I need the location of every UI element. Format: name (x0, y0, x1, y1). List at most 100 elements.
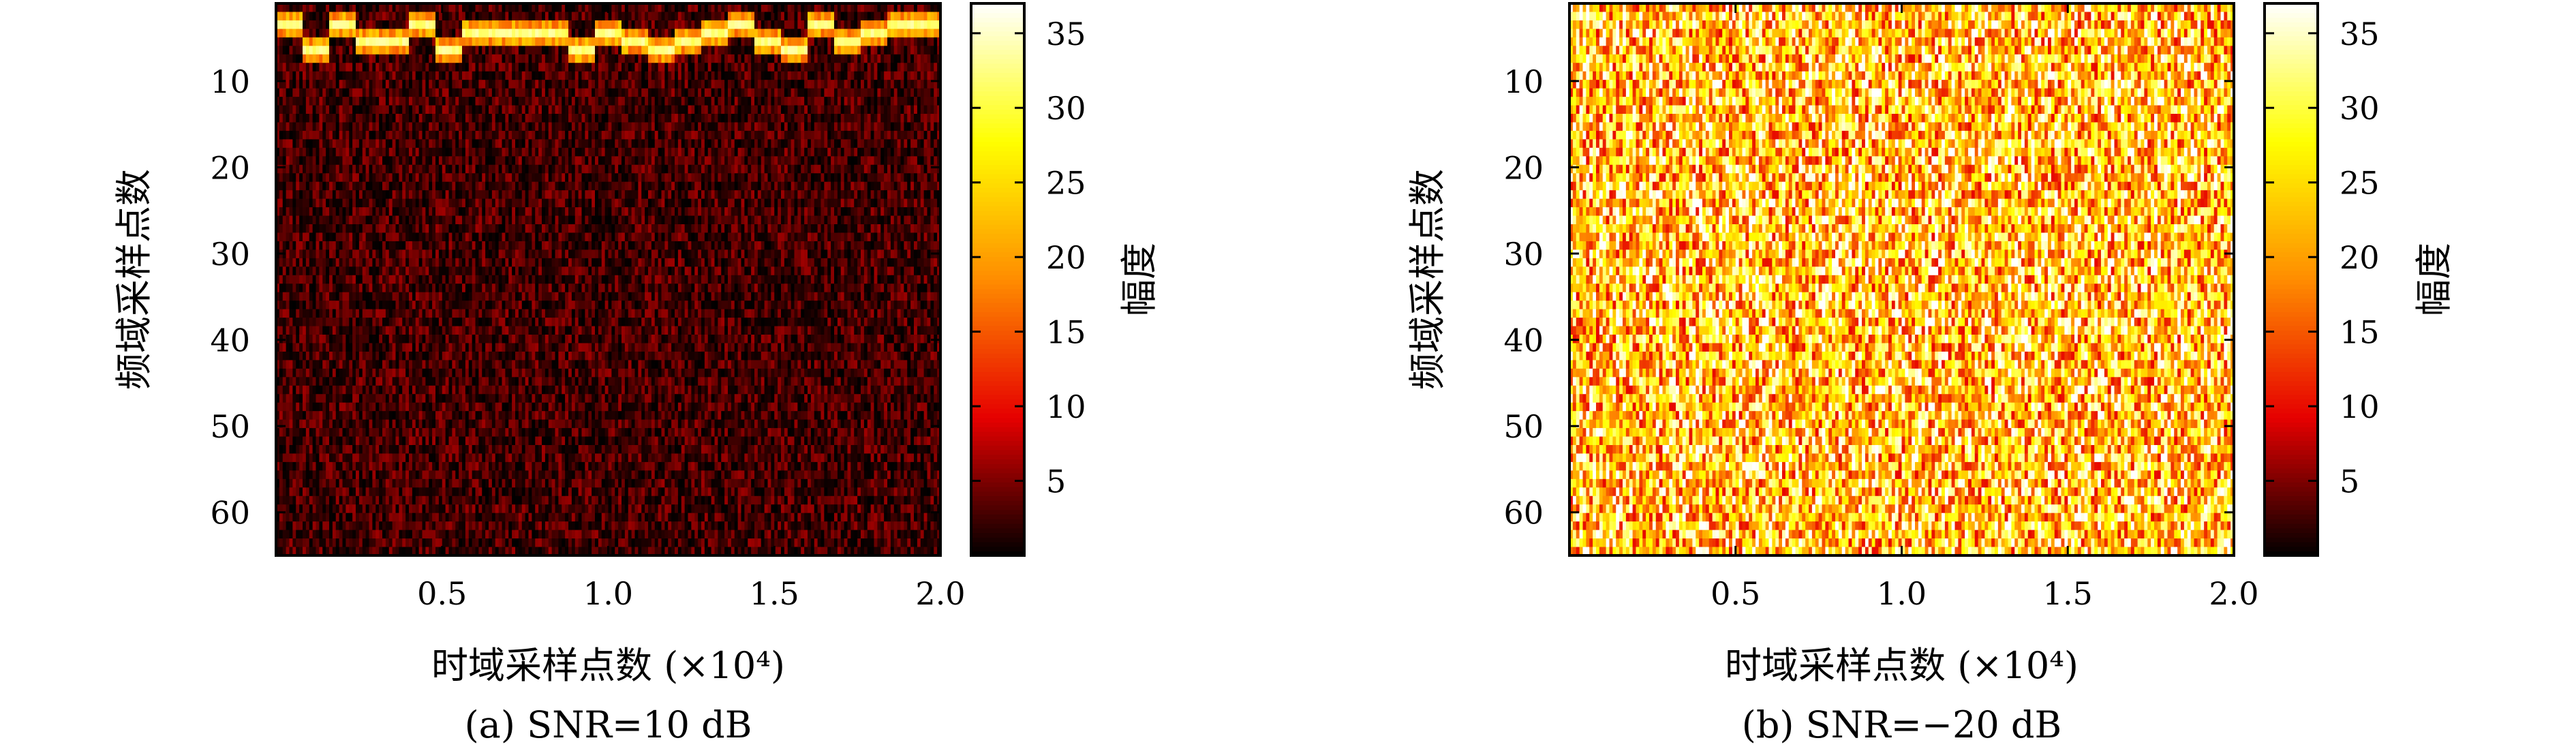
heatmap-cell (415, 394, 420, 403)
heatmap-cell (482, 258, 486, 267)
heatmap-cell (352, 495, 356, 505)
heatmap-cell (485, 139, 489, 149)
heatmap-cell (505, 292, 509, 301)
heatmap-cell (279, 530, 283, 539)
heatmap-cell (362, 301, 367, 310)
heatmap-cell (286, 164, 290, 174)
heatmap-cell (312, 318, 317, 327)
heatmap-cell (448, 275, 453, 284)
heatmap-cell (316, 275, 320, 284)
heatmap-cell (362, 114, 367, 123)
heatmap-cell (521, 215, 526, 225)
heatmap-cell (362, 266, 367, 276)
heatmap-cell (346, 445, 350, 455)
heatmap-cell (362, 190, 367, 200)
heatmap-cell (309, 453, 313, 463)
heatmap-cell (329, 360, 333, 369)
heatmap-cell (342, 3, 346, 13)
heatmap-cell (462, 156, 466, 166)
heatmap-cell (388, 436, 393, 446)
heatmap-cell (521, 20, 526, 29)
heatmap-cell (322, 181, 326, 191)
heatmap-cell (282, 63, 287, 72)
heatmap-cell (502, 156, 506, 166)
heatmap-cell (521, 241, 526, 250)
heatmap-cell (385, 487, 390, 497)
heatmap-cell (502, 215, 506, 225)
heatmap-cell (462, 326, 466, 335)
heatmap-cell (528, 284, 532, 293)
heatmap-cell (445, 46, 450, 55)
heatmap-cell (322, 3, 326, 13)
heatmap-cell (435, 284, 440, 293)
heatmap-cell (286, 335, 290, 344)
heatmap-cell (329, 12, 333, 21)
heatmap-cell (326, 326, 330, 335)
heatmap-cell (305, 258, 310, 267)
heatmap-cell (475, 318, 479, 327)
heatmap-cell (502, 207, 506, 217)
heatmap-cell (482, 275, 486, 284)
heatmap-cell (465, 318, 470, 327)
heatmap-cell (442, 147, 446, 157)
heatmap-cell (399, 215, 403, 225)
heatmap-cell (379, 80, 383, 89)
heatmap-cell (299, 377, 303, 386)
heatmap-cell (276, 301, 280, 310)
heatmap-cell (329, 266, 333, 276)
heatmap-cell (369, 63, 373, 72)
heatmap-cell (312, 215, 317, 225)
heatmap-cell (455, 461, 459, 471)
heatmap-cell (303, 190, 307, 200)
heatmap-cell (312, 521, 317, 531)
heatmap-cell (339, 445, 343, 455)
heatmap-cell (415, 215, 420, 225)
heatmap-cell (392, 292, 397, 301)
heatmap-cell (525, 266, 530, 276)
heatmap-cell (418, 139, 423, 149)
heatmap-cell (482, 46, 486, 55)
heatmap-cell (362, 445, 367, 455)
heatmap-cell (405, 547, 410, 556)
heatmap-cell (362, 513, 367, 522)
heatmap-cell (475, 368, 479, 378)
heatmap-cell (448, 470, 453, 480)
heatmap-cell (395, 411, 399, 421)
heatmap-cell (521, 80, 526, 89)
heatmap-cell (332, 461, 337, 471)
heatmap-cell (429, 504, 433, 514)
heatmap-cell (299, 343, 303, 352)
heatmap-cell (435, 411, 440, 421)
heatmap-cell (335, 538, 340, 548)
heatmap-cell (282, 46, 287, 55)
heatmap-cell (459, 71, 463, 80)
heatmap-cell (412, 530, 416, 539)
heatmap-cell (372, 88, 376, 97)
heatmap-cell (515, 37, 519, 46)
heatmap-cell (303, 156, 307, 166)
heatmap-cell (465, 215, 470, 225)
heatmap-cell (475, 394, 479, 403)
heatmap-cell (382, 301, 386, 310)
heatmap-cell (319, 97, 323, 106)
heatmap-cell (515, 147, 519, 157)
heatmap-cell (455, 37, 459, 46)
heatmap-cell (438, 130, 443, 140)
heatmap-cell (491, 37, 496, 46)
heatmap-cell (292, 258, 296, 267)
heatmap-cell (319, 181, 323, 191)
heatmap-cell (409, 266, 413, 276)
heatmap-cell (282, 368, 287, 378)
heatmap-cell (375, 139, 380, 149)
heatmap-cell (365, 428, 370, 438)
heatmap-cell (349, 538, 353, 548)
heatmap-cell (369, 139, 373, 149)
heatmap-cell (372, 258, 376, 267)
heatmap-cell (508, 241, 512, 250)
heatmap-cell (489, 181, 493, 191)
heatmap-cell (289, 114, 293, 123)
heatmap-cell (375, 97, 380, 106)
heatmap-cell (296, 478, 300, 488)
heatmap-cell (309, 241, 313, 250)
heatmap-cell (379, 402, 383, 412)
